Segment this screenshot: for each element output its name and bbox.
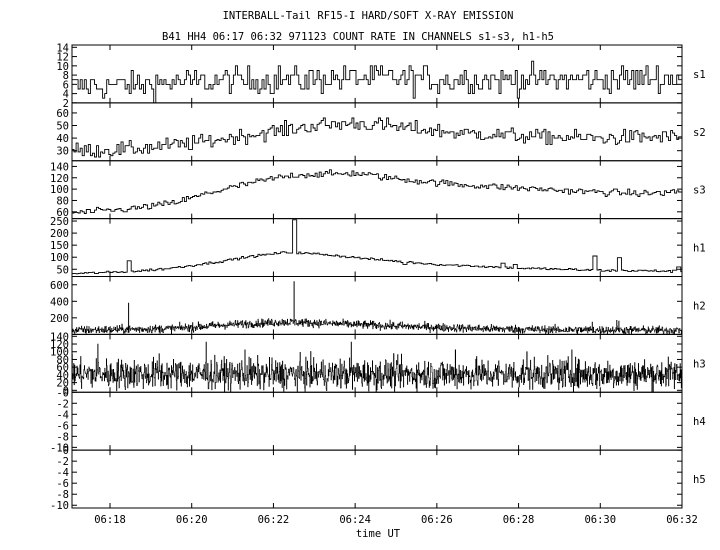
y-tick-label-h3: 40 <box>56 370 69 382</box>
series-line-s3 <box>72 169 682 214</box>
channel-label-h1: h1 <box>693 243 706 255</box>
y-tick-label-s2: 40 <box>56 133 69 145</box>
y-tick-label-h4: -8 <box>56 431 69 443</box>
panel-frame-h4 <box>71 391 683 451</box>
y-tick-label-h1: 250 <box>50 216 69 228</box>
y-tick-label-h5: -10 <box>50 500 69 512</box>
y-tick-label-s1: 14 <box>56 42 69 54</box>
x-tick-label: 06:18 <box>94 514 126 526</box>
panel-h2: 600 400 200 h2 <box>50 276 706 335</box>
y-tick-label-h2: 400 <box>50 296 69 308</box>
x-tick-label: 06:24 <box>339 514 371 526</box>
y-tick-label-h4: -2 <box>56 398 69 410</box>
x-tick-label: 06:20 <box>176 514 208 526</box>
y-tick-label-h3: 20 <box>56 378 69 390</box>
y-tick-label-h4: -4 <box>56 409 69 421</box>
y-tick-label-s1: 10 <box>56 61 69 73</box>
y-tick-label-h1: 50 <box>56 264 69 276</box>
series-line-h1 <box>72 219 682 275</box>
series-line-h3 <box>72 341 683 393</box>
y-tick-label-h5: -2 <box>56 456 69 468</box>
panel-frame-s1 <box>71 44 683 104</box>
y-tick-label-h5: -0 <box>56 445 69 457</box>
y-tick-label-h3: 80 <box>56 354 69 366</box>
y-tick-label-h3: 100 <box>50 347 69 359</box>
y-tick-label-s2: 50 <box>56 121 69 133</box>
channel-label-h5: h5 <box>693 474 706 486</box>
y-tick-label-s2: 60 <box>56 108 69 120</box>
y-tick-label-h4: -10 <box>50 442 69 454</box>
y-tick-label-h5: -6 <box>56 478 69 490</box>
x-tick-label: 06:32 <box>666 514 698 526</box>
y-tick-label-s1: 8 <box>63 70 69 82</box>
panel-frame-h1 <box>71 218 683 277</box>
y-tick-label-h2: 600 <box>50 280 69 292</box>
y-tick-label-s3: 100 <box>50 184 69 196</box>
x-axis-label: time UT <box>356 528 401 540</box>
time-axis: 06:18 06:20 06:22 06:24 06:26 06:28 06:30 06:32 <box>94 514 698 526</box>
y-tick-label-h3: 140 <box>50 331 69 343</box>
panel-frame-s2 <box>71 102 683 162</box>
panels-group: 1412108642s160504030s21401201008060s3250… <box>50 42 706 512</box>
y-tick-label-s1: 12 <box>56 52 69 64</box>
y-tick-label-s3: 120 <box>50 173 69 185</box>
chart-title: INTERBALL-Tail RF15-I HARD/SOFT X-RAY EM… <box>223 10 514 22</box>
series-line-h2 <box>72 281 683 335</box>
y-tick-label-h1: 200 <box>50 228 69 240</box>
series-line-s2 <box>72 117 682 158</box>
channel-label-h4: h4 <box>693 416 706 428</box>
y-tick-label-h5: -8 <box>56 489 69 501</box>
channel-label-h2: h2 <box>693 300 706 312</box>
y-tick-label-s2: 30 <box>56 146 69 158</box>
chart-subtitle: B41 HH4 06:17 06:32 971123 COUNT RATE IN… <box>162 31 554 43</box>
x-tick-label: 06:22 <box>258 514 290 526</box>
channel-label-s3: s3 <box>693 185 706 197</box>
y-tick-label-h1: 100 <box>50 252 69 264</box>
y-tick-label-s1: 4 <box>63 89 69 101</box>
y-tick-label-h4: -6 <box>56 420 69 432</box>
series-line-s1 <box>72 60 682 104</box>
y-tick-label-h3: 120 <box>50 339 69 351</box>
y-tick-label-s3: 60 <box>56 207 69 219</box>
y-tick-label-s3: 140 <box>50 161 69 173</box>
panel-frame-h5 <box>71 449 683 509</box>
channel-label-s2: s2 <box>693 127 706 139</box>
y-tick-label-h3: 60 <box>56 362 69 374</box>
y-tick-label-h1: 150 <box>50 240 69 252</box>
y-tick-label-s1: 6 <box>63 79 69 91</box>
x-tick-label: 06:30 <box>584 514 616 526</box>
y-tick-label-s3: 80 <box>56 195 69 207</box>
x-tick-label: 06:26 <box>421 514 453 526</box>
y-tick-label-h4: -0 <box>56 387 69 399</box>
y-tick-label-s1: 2 <box>63 98 69 110</box>
y-tick-label-h5: -4 <box>56 467 69 479</box>
channel-label-h3: h3 <box>693 358 706 370</box>
channel-label-s1: s1 <box>693 69 706 81</box>
y-tick-label-h3: 0 <box>63 385 69 397</box>
panel-frame-s3 <box>71 160 683 220</box>
y-tick-label-h2: 200 <box>50 313 69 325</box>
x-tick-label: 06:28 <box>503 514 535 526</box>
